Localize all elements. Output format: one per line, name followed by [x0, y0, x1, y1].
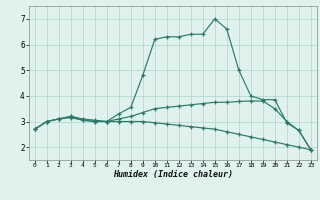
X-axis label: Humidex (Indice chaleur): Humidex (Indice chaleur) — [113, 170, 233, 179]
